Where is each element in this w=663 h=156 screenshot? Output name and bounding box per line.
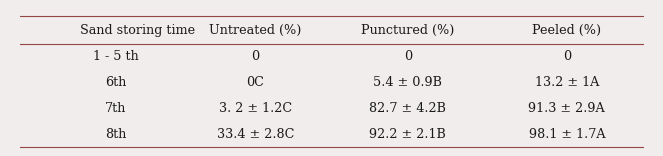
Text: 92.2 ± 2.1B: 92.2 ± 2.1B [369,128,446,141]
Text: 6th: 6th [105,76,127,89]
Text: Punctured (%): Punctured (%) [361,24,454,37]
Text: Sand storing time: Sand storing time [80,24,195,37]
Text: 3. 2 ± 1.2C: 3. 2 ± 1.2C [219,102,292,115]
Text: 91.3 ± 2.9A: 91.3 ± 2.9A [528,102,605,115]
Text: 0: 0 [563,50,571,63]
Text: 0: 0 [251,50,259,63]
Text: 33.4 ± 2.8C: 33.4 ± 2.8C [217,128,294,141]
Text: 7th: 7th [105,102,127,115]
Text: Untreated (%): Untreated (%) [209,24,302,37]
Text: 82.7 ± 4.2B: 82.7 ± 4.2B [369,102,446,115]
Text: 13.2 ± 1A: 13.2 ± 1A [534,76,599,89]
Text: 0: 0 [404,50,412,63]
Text: Peeled (%): Peeled (%) [532,24,601,37]
Text: 8th: 8th [105,128,127,141]
Text: 5.4 ± 0.9B: 5.4 ± 0.9B [373,76,442,89]
Text: 98.1 ± 1.7A: 98.1 ± 1.7A [528,128,605,141]
Text: 1 - 5 th: 1 - 5 th [93,50,139,63]
Text: 0C: 0C [247,76,264,89]
